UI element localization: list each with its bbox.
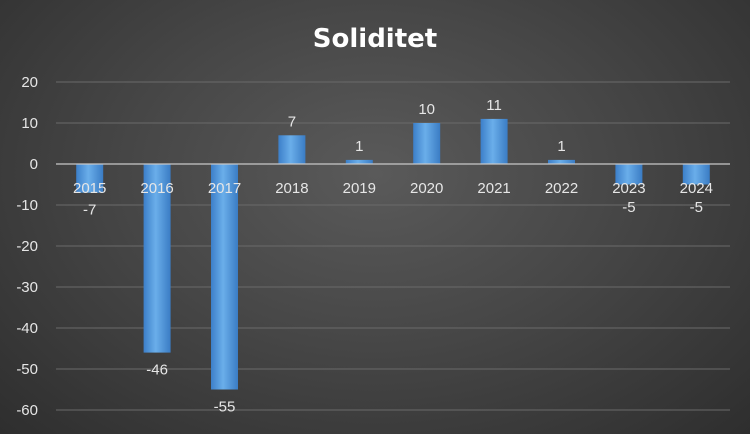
category-label-2022: 2022 — [545, 180, 578, 197]
bar-2016 — [143, 164, 171, 353]
bar-2015 — [76, 164, 104, 193]
y-tick-label: -40 — [16, 320, 38, 337]
data-label-2020: 10 — [418, 101, 435, 118]
data-label-2017: -55 — [214, 399, 236, 416]
category-label-2020: 2020 — [410, 180, 443, 197]
data-label-2019: 1 — [355, 138, 363, 155]
y-tick-label: 0 — [30, 156, 38, 173]
category-label-2018: 2018 — [275, 180, 308, 197]
category-label-2023: 2023 — [612, 180, 645, 197]
category-label-2021: 2021 — [477, 180, 510, 197]
data-label-2024: -5 — [690, 199, 703, 216]
y-tick-label: 20 — [21, 74, 38, 91]
bars — [76, 118, 710, 390]
category-label-2016: 2016 — [140, 180, 173, 197]
data-label-2015: -7 — [83, 202, 96, 219]
data-label-2016: -46 — [146, 362, 168, 379]
bar-2020 — [413, 123, 441, 164]
bar-2018 — [278, 135, 306, 164]
data-label-2022: 1 — [557, 138, 565, 155]
bar-2022 — [548, 159, 575, 164]
bar-2023 — [615, 164, 643, 185]
bar-2017 — [211, 164, 238, 390]
data-label-2018: 7 — [288, 113, 296, 130]
category-label-2015: 2015 — [73, 180, 106, 197]
y-axis-tick-labels: 20 10 0 -10 -20 -30 -40 -50 -60 — [16, 74, 38, 419]
chart-title: Soliditet — [313, 24, 437, 54]
y-tick-label: -50 — [16, 361, 38, 378]
bar-2019 — [345, 159, 373, 164]
y-tick-label: -20 — [16, 238, 38, 255]
category-label-2024: 2024 — [680, 180, 713, 197]
x-axis-category-labels: 2015 2016 2017 2018 2019 2020 2021 2022 2023 2024 — [73, 180, 713, 197]
y-tick-label: -60 — [16, 402, 38, 419]
data-label-2023: -5 — [622, 199, 635, 216]
category-label-2019: 2019 — [343, 180, 376, 197]
bar-2021 — [480, 118, 508, 164]
data-label-2021: 11 — [486, 97, 502, 114]
y-tick-label: -30 — [16, 279, 38, 296]
category-label-2017: 2017 — [208, 180, 241, 197]
bar-2024 — [682, 164, 710, 185]
y-tick-label: -10 — [16, 197, 38, 214]
y-tick-label: 10 — [21, 115, 38, 132]
